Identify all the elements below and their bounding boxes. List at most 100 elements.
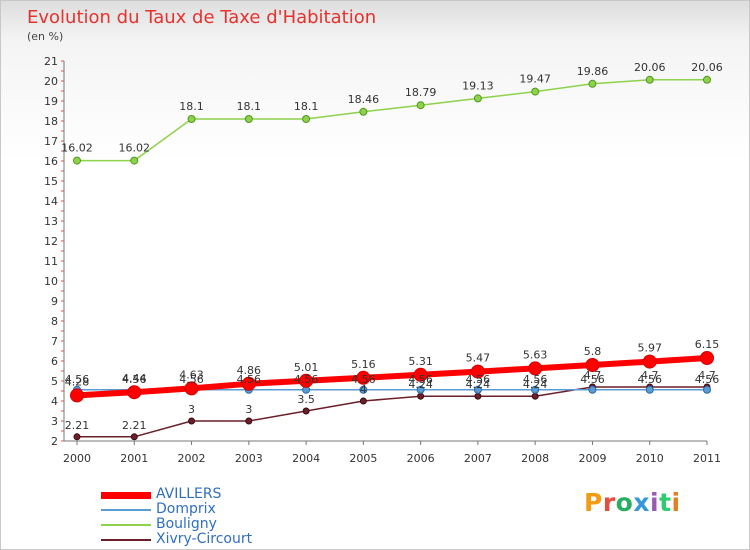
logo-letter: P	[584, 488, 603, 517]
data-point-bouligny	[531, 87, 540, 96]
x-tick-label: 2006	[407, 452, 435, 465]
data-label-xivry-circourt: 3	[188, 403, 195, 416]
x-axis-ticks: 2000 2001 2002 2003 2004 2005 2006 2007 2008 2009…	[63, 441, 721, 465]
y-tick-label: 17	[44, 135, 58, 148]
legend-swatch-xivry-circourt	[101, 539, 151, 541]
data-label-xivry-circourt: 4.24	[408, 378, 433, 391]
data-point-bouligny	[645, 75, 654, 84]
data-label-bouligny: 18.46	[348, 93, 380, 106]
series-lines	[70, 75, 714, 441]
data-point-domprix	[588, 385, 597, 394]
data-label-avillers: 5.8	[584, 345, 602, 358]
data-point-avillers	[356, 370, 371, 385]
legend-item-domprix: Domprix	[101, 501, 301, 517]
data-point-domprix	[473, 385, 482, 394]
legend-swatch-avillers	[101, 492, 151, 499]
data-labels: 4.28 4.44 4.63 4.86 5.01 5.16 5.31 5.47 5.63 5.8 5…	[61, 61, 723, 432]
y-tick-label: 19	[44, 95, 58, 108]
logo-letter: o	[615, 488, 634, 517]
data-point-avillers	[241, 376, 256, 391]
x-tick-label: 2007	[464, 452, 492, 465]
data-label-xivry-circourt: 4.24	[466, 378, 491, 391]
logo-letter: r	[602, 488, 616, 517]
data-point-xivry-circourt	[359, 397, 367, 405]
data-point-xivry-circourt	[245, 417, 253, 425]
data-label-domprix: 4.56	[637, 373, 662, 386]
y-tick-label: 10	[44, 275, 58, 288]
data-label-domprix: 4.56	[351, 373, 376, 386]
data-label-xivry-circourt: 4.7	[641, 369, 659, 382]
chart-unit-label: (en %)	[27, 30, 64, 43]
data-label-bouligny: 20.06	[691, 61, 723, 74]
y-tick-label: 4	[51, 395, 58, 408]
data-label-bouligny: 19.47	[519, 73, 551, 86]
data-label-xivry-circourt: 2.21	[122, 419, 147, 432]
legend-label-domprix: Domprix	[156, 501, 216, 517]
data-label-avillers: 5.01	[294, 361, 319, 374]
data-point-domprix	[416, 385, 425, 394]
proxiti-logo: Proxiti	[584, 488, 681, 517]
logo-letter: i	[650, 488, 660, 517]
data-label-avillers: 4.63	[179, 368, 204, 381]
y-tick-label: 13	[44, 215, 58, 228]
y-tick-label: 5	[51, 375, 58, 388]
data-label-xivry-circourt: 3.5	[297, 393, 315, 406]
data-point-avillers	[528, 361, 543, 376]
data-label-domprix: 4.56	[237, 373, 262, 386]
data-point-bouligny	[187, 115, 196, 123]
x-tick-label: 2001	[120, 452, 148, 465]
chart-title: Evolution du Taux de Taxe d'Habitation	[27, 7, 377, 28]
y-tick-label: 11	[44, 255, 58, 268]
x-tick-label: 2004	[292, 452, 320, 465]
data-label-avillers: 4.86	[237, 364, 262, 377]
data-point-bouligny	[244, 115, 253, 123]
data-point-xivry-circourt	[130, 433, 138, 441]
y-tick-label: 9	[51, 295, 58, 308]
x-tick-label: 2008	[521, 452, 549, 465]
data-point-avillers	[70, 388, 84, 403]
legend-item-xivry-circourt: Xivry-Circourt	[101, 531, 301, 547]
data-point-xivry-circourt	[474, 392, 482, 400]
y-tick-label: 7	[51, 335, 58, 348]
data-label-xivry-circourt: 4	[360, 383, 367, 396]
data-point-bouligny	[416, 101, 425, 110]
data-label-domprix: 4.56	[523, 373, 548, 386]
data-point-avillers	[700, 351, 714, 365]
data-point-xivry-circourt	[417, 392, 425, 400]
chart-axes	[61, 60, 707, 442]
y-tick-label: 20	[44, 75, 58, 88]
data-label-xivry-circourt: 2.21	[65, 419, 90, 432]
y-tick-label: 3	[51, 415, 58, 428]
logo-letter: t	[659, 488, 672, 517]
data-label-bouligny: 18.1	[179, 100, 204, 113]
y-tick-label: 6	[51, 355, 58, 368]
logo-letter: i	[671, 488, 681, 517]
data-point-avillers	[127, 385, 142, 400]
y-tick-label: 16	[44, 155, 58, 168]
data-label-domprix: 4.56	[580, 373, 605, 386]
data-label-bouligny: 20.06	[634, 61, 666, 74]
data-label-xivry-circourt: 4.7	[584, 369, 602, 382]
data-point-avillers	[184, 381, 199, 396]
y-axis-ticks: 2 3 4 5 6 7 8 9 10 11 12 13 14 15 16 17 18 19 20 21	[44, 55, 58, 448]
logo-letter: x	[633, 488, 650, 517]
data-point-bouligny	[359, 107, 368, 116]
data-label-avillers: 5.63	[523, 348, 548, 361]
data-label-domprix: 4.56	[408, 373, 433, 386]
x-tick-label: 2009	[578, 452, 606, 465]
data-point-avillers	[470, 364, 485, 379]
y-tick-label: 21	[44, 55, 58, 68]
data-label-bouligny: 18.79	[405, 86, 437, 99]
data-point-avillers	[585, 358, 600, 372]
data-point-domprix	[359, 385, 368, 394]
y-tick-label: 2	[51, 435, 58, 448]
legend-item-bouligny: Bouligny	[101, 516, 301, 532]
data-label-bouligny: 16.02	[61, 142, 93, 155]
data-label-avillers: 4.28	[65, 375, 90, 388]
data-label-domprix: 4.56	[65, 373, 90, 386]
series-line-bouligny	[77, 79, 707, 162]
data-label-domprix: 4.56	[695, 373, 720, 386]
data-point-bouligny	[302, 115, 311, 123]
x-tick-label: 2002	[178, 452, 206, 465]
